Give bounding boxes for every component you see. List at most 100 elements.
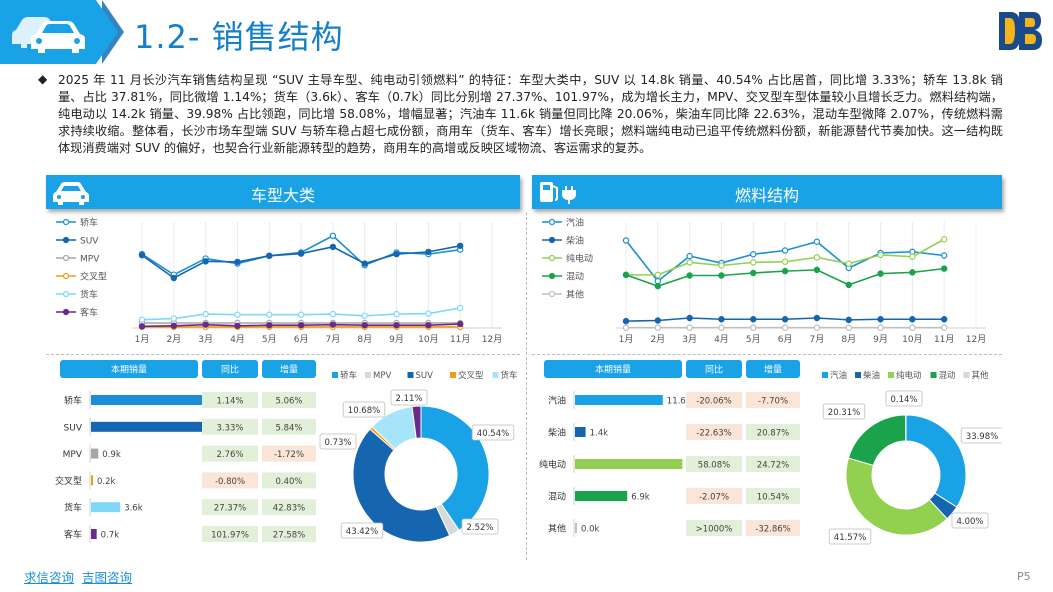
increment-cell	[746, 456, 800, 472]
row-label: 纯电动	[539, 459, 566, 471]
yoy-value: 27.37%	[214, 504, 246, 514]
x-tick-label: 5月	[746, 334, 761, 345]
x-tick-label: 8月	[841, 334, 856, 345]
legend-marker	[62, 218, 70, 226]
value-bar	[91, 475, 93, 486]
data-point	[654, 317, 662, 324]
legend-label: SUV	[80, 237, 99, 247]
row-label: 柴油	[548, 427, 566, 439]
x-tick-label: 11月	[934, 334, 954, 345]
data-point	[425, 310, 432, 317]
data-point	[940, 252, 948, 259]
x-tick-label: 4月	[714, 334, 729, 345]
table-header-label: 同比	[221, 364, 239, 376]
increment-cell	[262, 499, 316, 516]
data-point	[877, 270, 884, 277]
slice-label-box	[885, 390, 923, 407]
x-tick-label: 12月	[482, 334, 502, 345]
data-point	[686, 259, 693, 266]
footer-link-jitu[interactable]: 吉图咨询	[82, 570, 133, 585]
table-header-label: 增量	[764, 364, 782, 376]
x-tick-label: 7月	[326, 334, 341, 345]
yoy-value: 58.08%	[698, 461, 730, 471]
value-bar	[575, 395, 663, 405]
data-point	[654, 324, 662, 331]
slice-label: 0.73%	[324, 438, 351, 448]
yoy-value: -22.63%	[696, 429, 731, 439]
footer-link-qiuxin[interactable]: 求信咨询	[24, 570, 75, 585]
yoy-value: 2.76%	[216, 450, 243, 460]
table-header-label: 同比	[705, 364, 723, 376]
yoy-value: -20.06%	[696, 397, 731, 407]
data-point	[234, 258, 241, 266]
data-point	[877, 251, 884, 259]
table-header-cell	[262, 360, 316, 378]
value-bar	[575, 523, 577, 533]
row-label: 汽油	[548, 395, 566, 407]
table-header-cell	[544, 360, 682, 378]
table-header-label: 增量	[280, 364, 298, 376]
value-bar	[91, 448, 99, 459]
data-point	[425, 248, 432, 256]
yoy-cell	[202, 418, 258, 435]
data-point	[845, 316, 852, 324]
yoy-cell	[202, 526, 258, 542]
data-point	[781, 316, 789, 323]
data-point	[909, 324, 916, 331]
data-point	[750, 251, 757, 258]
legend-label: 轿车	[340, 370, 357, 381]
legend-label: 其他	[972, 370, 990, 381]
vehicle-type-donut-chart: 轿车MPVSUV交叉型货车客车40.54%2.52%43.42%0.73%10.…	[319, 370, 518, 543]
data-point	[170, 274, 178, 282]
row-label: 轿车	[64, 395, 82, 407]
data-point	[622, 271, 630, 279]
x-tick-label: 9月	[873, 334, 888, 345]
legend-label: 货车	[80, 289, 98, 301]
slice-label-box	[390, 389, 428, 406]
data-point	[425, 322, 432, 329]
data-point	[940, 265, 948, 272]
slice-label: 10.68%	[348, 406, 380, 416]
data-point	[813, 314, 821, 322]
data-point	[456, 242, 464, 249]
value-label: 0.7k	[101, 531, 120, 541]
legend-label: 柴油	[863, 370, 880, 381]
legend-label: 纯电动	[896, 370, 922, 381]
legend-marker	[62, 290, 70, 298]
legend-swatch	[855, 372, 861, 378]
value-label: 6.9k	[631, 493, 650, 503]
slice-label-box	[822, 403, 866, 420]
legend-marker	[62, 254, 70, 262]
data-point	[329, 232, 337, 239]
row-label: 交叉型	[55, 475, 82, 487]
data-point	[393, 310, 400, 318]
value-bar	[575, 459, 683, 469]
fuel-panel-title: 燃料结构	[734, 186, 799, 205]
data-point	[750, 316, 757, 323]
legend-swatch	[365, 372, 371, 378]
increment-value: 24.72%	[757, 461, 789, 471]
increment-value: -32.86%	[755, 525, 790, 535]
slice-label-box	[471, 424, 515, 441]
data-point	[940, 236, 948, 243]
fuel-panel-header: 燃料结构	[532, 175, 1002, 209]
x-tick-label: 7月	[810, 334, 825, 345]
x-tick-label: 4月	[230, 334, 245, 345]
legend-swatch	[888, 372, 894, 378]
table-header-label: 本期销量	[111, 364, 147, 376]
legend-marker	[548, 254, 556, 262]
data-point	[234, 322, 241, 329]
slice-label: 40.54%	[477, 429, 509, 439]
yoy-value: 1.14%	[216, 397, 243, 407]
data-point	[266, 311, 273, 318]
vehicle-type-panel-title: 车型大类	[250, 186, 315, 205]
data-point	[781, 267, 789, 275]
data-point	[718, 262, 725, 269]
yoy-cell	[202, 472, 258, 489]
header-arrow	[96, 0, 118, 64]
table-header-cell	[60, 360, 198, 378]
car-icon	[53, 182, 89, 205]
slice-label: 0.14%	[890, 395, 917, 405]
row-label: 货车	[64, 502, 82, 514]
